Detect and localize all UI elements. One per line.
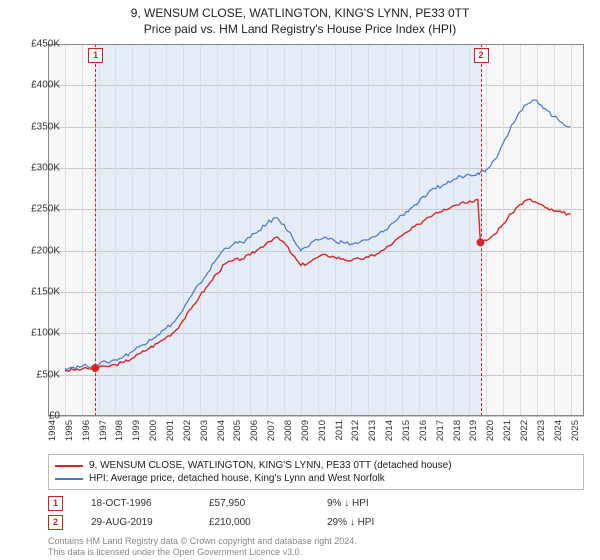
legend-label: 9, WENSUM CLOSE, WATLINGTON, KING'S LYNN… <box>89 460 452 471</box>
x-tick-label: 2014 <box>384 420 395 441</box>
x-tick-label: 2015 <box>401 420 412 441</box>
event-number-box: 1 <box>48 496 63 511</box>
x-tick-label: 2001 <box>165 420 176 441</box>
y-tick-label: £250K <box>16 204 60 215</box>
legend-swatch <box>55 478 83 480</box>
y-tick-label: £200K <box>16 245 60 256</box>
y-tick-label: £400K <box>16 80 60 91</box>
event-detail-row: 2 29-AUG-2019 £210,000 29% ↓ HPI <box>48 513 584 532</box>
x-tick-label: 2010 <box>317 420 328 441</box>
x-tick-label: 2008 <box>283 420 294 441</box>
y-tick-label: £450K <box>16 39 60 50</box>
chart-container: 9, WENSUM CLOSE, WATLINGTON, KING'S LYNN… <box>0 0 600 560</box>
x-tick-label: 2023 <box>536 420 547 441</box>
y-tick-label: £300K <box>16 163 60 174</box>
legend-row: 9, WENSUM CLOSE, WATLINGTON, KING'S LYNN… <box>55 459 577 472</box>
x-tick-label: 2002 <box>182 420 193 441</box>
x-tick-label: 2009 <box>300 420 311 441</box>
x-tick-label: 1994 <box>47 420 58 441</box>
y-tick-label: £350K <box>16 121 60 132</box>
x-tick-label: 2006 <box>249 420 260 441</box>
footer-line1: Contains HM Land Registry data © Crown c… <box>48 536 584 547</box>
event-date: 18-OCT-1996 <box>91 498 181 509</box>
x-tick-label: 2004 <box>216 420 227 441</box>
x-tick-label: 1997 <box>98 420 109 441</box>
chart-title-block: 9, WENSUM CLOSE, WATLINGTON, KING'S LYNN… <box>0 0 600 36</box>
x-tick-label: 2021 <box>502 420 513 441</box>
x-tick-label: 1995 <box>64 420 75 441</box>
event-marker-1: 1 <box>88 48 103 63</box>
x-tick-label: 2024 <box>553 420 564 441</box>
x-tick-label: 2011 <box>334 420 345 440</box>
plot-area: 12 <box>48 44 584 416</box>
event-date: 29-AUG-2019 <box>91 517 181 528</box>
event-price: £210,000 <box>209 517 299 528</box>
event-delta: 9% ↓ HPI <box>327 498 417 509</box>
x-tick-label: 2022 <box>519 420 530 441</box>
title-address: 9, WENSUM CLOSE, WATLINGTON, KING'S LYNN… <box>0 6 600 20</box>
x-tick-label: 2017 <box>435 420 446 441</box>
x-tick-label: 1998 <box>114 420 125 441</box>
event-delta: 29% ↓ HPI <box>327 517 417 528</box>
event-details-table: 1 18-OCT-1996 £57,950 9% ↓ HPI 2 29-AUG-2019 £… <box>48 494 584 532</box>
legend: 9, WENSUM CLOSE, WATLINGTON, KING'S LYNN… <box>48 454 584 490</box>
x-tick-label: 2016 <box>418 420 429 441</box>
x-tick-label: 2012 <box>350 420 361 441</box>
x-tick-label: 2003 <box>199 420 210 441</box>
x-tick-label: 2000 <box>148 420 159 441</box>
x-tick-label: 2018 <box>452 420 463 441</box>
legend-swatch <box>55 465 83 467</box>
legend-label: HPI: Average price, detached house, King… <box>89 473 385 484</box>
x-tick-label: 2013 <box>367 420 378 441</box>
title-subtitle: Price paid vs. HM Land Registry's House … <box>0 22 600 36</box>
legend-row: HPI: Average price, detached house, King… <box>55 472 577 485</box>
y-tick-label: £50K <box>16 369 60 380</box>
x-tick-label: 2005 <box>232 420 243 441</box>
plot-svg <box>48 44 584 416</box>
event-detail-row: 1 18-OCT-1996 £57,950 9% ↓ HPI <box>48 494 584 513</box>
x-tick-label: 2007 <box>266 420 277 441</box>
y-tick-label: £100K <box>16 328 60 339</box>
y-tick-label: £150K <box>16 287 60 298</box>
x-tick-label: 2020 <box>485 420 496 441</box>
x-tick-label: 2019 <box>468 420 479 441</box>
x-tick-label: 1999 <box>131 420 142 441</box>
footer-attribution: Contains HM Land Registry data © Crown c… <box>48 536 584 559</box>
event-price: £57,950 <box>209 498 299 509</box>
event-marker-2: 2 <box>474 48 489 63</box>
x-tick-label: 1996 <box>81 420 92 441</box>
series-hpi <box>65 100 571 370</box>
footer-line2: This data is licensed under the Open Gov… <box>48 547 584 558</box>
event-number-box: 2 <box>48 515 63 530</box>
x-tick-label: 2025 <box>570 420 581 441</box>
